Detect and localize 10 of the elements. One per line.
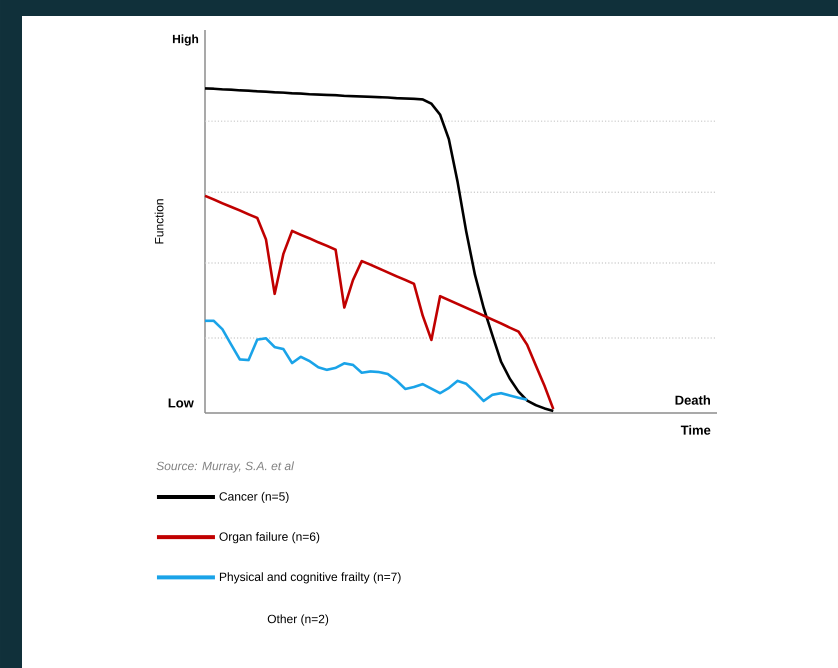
text: Death — [676, 395, 710, 405]
text: Other (n=2) — [268, 614, 328, 626]
source-note: Source: Murray, S.A. et al — [156, 461, 294, 473]
legend-label: Cancer (n=5) — [220, 492, 289, 504]
text: Time — [680, 425, 710, 435]
text: Low — [168, 398, 194, 408]
legend-label: Physical and cognitive frailty (n=7) — [220, 572, 401, 584]
text: High — [172, 34, 198, 46]
legend-label: Organ failure (n=6) — [220, 532, 320, 544]
y-axis-title: Function — [154, 199, 164, 244]
